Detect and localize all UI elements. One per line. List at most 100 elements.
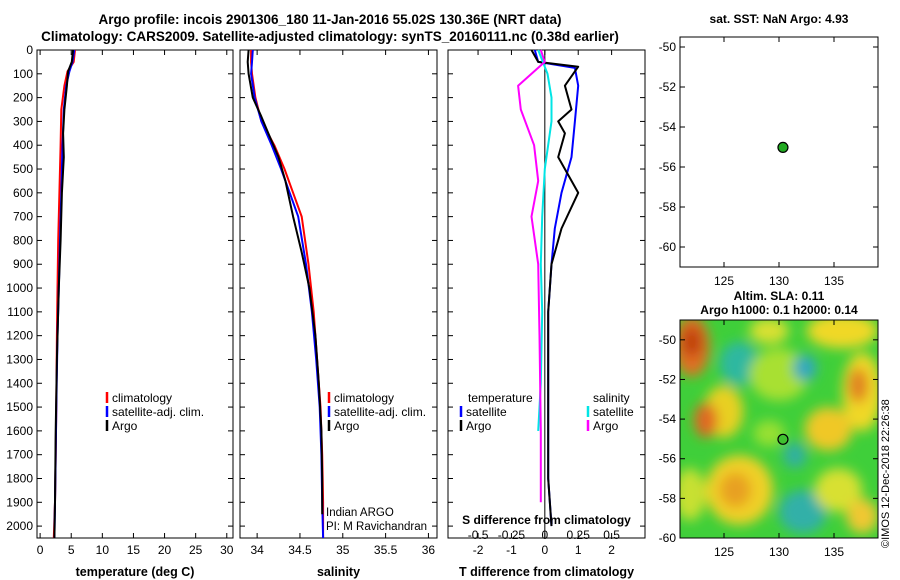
sla-map-blob-12 — [719, 472, 752, 508]
difference-legend-salinity-entry-1: Argo — [593, 419, 619, 433]
sst-map-frame — [679, 36, 879, 268]
temperature-legend-entry-1: satellite-adj. clim. — [112, 405, 204, 419]
difference-s-tick-label-4: 0.5 — [603, 528, 620, 542]
temperature-ytick-100-label: 100 — [13, 67, 33, 81]
title-line-2: Climatology: CARS2009. Satellite-adjuste… — [41, 29, 619, 44]
temperature-legend-entry-2: Argo — [112, 419, 138, 433]
temperature-ytick-1400-label: 1400 — [6, 376, 33, 390]
salinity-legend-entry-0: climatology — [334, 391, 394, 405]
temperature-ytick-800-label: 800 — [13, 233, 33, 247]
imos-credit: ©IMOS 12-Dec-2018 22:26:38 — [880, 399, 892, 548]
difference-xtick-0-label: 0 — [541, 543, 548, 557]
temperature-ytick-200-label: 200 — [13, 91, 33, 105]
sla-map-blob-7 — [806, 320, 878, 349]
temperature-series-2 — [53, 49, 75, 539]
sla-map-blobs — [680, 320, 878, 534]
temperature-xtick-0-label: 0 — [37, 543, 44, 557]
temperature-xtick-10-label: 10 — [96, 543, 110, 557]
sla-map-ytick--60-label: -60 — [659, 531, 677, 545]
difference-s-axis-label: S difference from climatology — [462, 513, 631, 527]
salinity-legend-entry-2: Argo — [334, 419, 360, 433]
temperature-xlabel: temperature (deg C) — [76, 565, 195, 579]
difference-xlabel: T difference from climatology — [459, 565, 634, 579]
temperature-ytick-900-label: 900 — [13, 257, 33, 271]
title-line-1: Argo profile: incois 2901306_180 11-Jan-… — [98, 12, 562, 27]
sla-map-blob-9 — [848, 367, 869, 403]
sla-map-blob-5 — [749, 348, 809, 401]
difference-legend-temperature-title: temperature — [468, 391, 533, 405]
sla-map-blob-6 — [792, 354, 817, 382]
sst-map-ytick--58-label: -58 — [659, 200, 677, 214]
temperature-ytick-700-label: 700 — [13, 210, 33, 224]
temperature-xtick-30-label: 30 — [220, 543, 234, 557]
difference-xtick-2-label: 2 — [608, 543, 615, 557]
temperature-ytick-1300-label: 1300 — [6, 352, 33, 366]
difference-legend-temperature-entry-1: Argo — [466, 419, 492, 433]
sla-map-blob-17 — [846, 498, 878, 534]
sla-map-blob-16 — [753, 420, 785, 447]
difference-legend-salinity-entry-0: satellite — [593, 405, 634, 419]
temperature-ytick-1700-label: 1700 — [6, 448, 33, 462]
sla-map-xtick-125-label: 125 — [714, 545, 734, 559]
salinity-legend-entry-1: satellite-adj. clim. — [334, 405, 426, 419]
sla-map-blob-4 — [693, 402, 718, 438]
sla-map-blob-18 — [680, 468, 706, 521]
sla-map-ytick--54-label: -54 — [659, 412, 677, 426]
sla-map-ytick--50-label: -50 — [659, 333, 677, 347]
sla-map-blob-19 — [749, 320, 789, 344]
difference-series-3 — [517, 49, 546, 503]
temperature-ytick-1200-label: 1200 — [6, 329, 33, 343]
sla-map-ytick--52-label: -52 — [659, 372, 677, 386]
difference-xtick-1-label: 1 — [575, 543, 582, 557]
sst-map-xtick-130-label: 130 — [769, 274, 789, 288]
temperature-xtick-5-label: 5 — [68, 543, 75, 557]
temperature-ytick-2000-label: 2000 — [6, 519, 33, 533]
sla-map-ytick--56-label: -56 — [659, 452, 677, 466]
difference-s-tick-label-2: 0 — [541, 528, 548, 542]
salinity-annotation-line-2: PI: M Ravichandran — [326, 521, 427, 533]
salinity-xtick-35.5-label: 35.5 — [374, 543, 398, 557]
temperature-ytick-400-label: 400 — [13, 138, 33, 152]
salinity-series-2 — [246, 49, 324, 515]
sla-map-blob-13 — [782, 442, 807, 469]
temperature-ytick-1900-label: 1900 — [6, 495, 33, 509]
salinity-xtick-34-label: 34 — [250, 543, 264, 557]
temperature-ytick-1000-label: 1000 — [6, 281, 33, 295]
sst-map-ytick--52-label: -52 — [659, 80, 677, 94]
sla-map-float-marker — [777, 433, 789, 445]
sla-map-blob-15 — [814, 468, 863, 512]
sst-map-ytick--60-label: -60 — [659, 240, 677, 254]
sla-map-xtick-130-label: 130 — [769, 545, 789, 559]
temperature-ytick-1600-label: 1600 — [6, 424, 33, 438]
sla-map-subtitle: Argo h1000: 0.1 h2000: 0.14 — [700, 303, 858, 317]
salinity-xtick-36-label: 36 — [422, 543, 436, 557]
temperature-xtick-15-label: 15 — [127, 543, 141, 557]
sla-map-ytick--58-label: -58 — [659, 491, 677, 505]
sla-map-xtick-135-label: 135 — [824, 545, 844, 559]
temperature-plot-frame — [36, 49, 234, 539]
temperature-ytick-1800-label: 1800 — [6, 471, 33, 485]
temperature-ytick-1500-label: 1500 — [6, 400, 33, 414]
temperature-xtick-25-label: 25 — [189, 543, 203, 557]
difference-legend-temperature-entry-0: satellite — [466, 405, 507, 419]
temperature-xtick-20-label: 20 — [158, 543, 172, 557]
temperature-ytick-1100-label: 1100 — [7, 305, 33, 319]
difference-legend-salinity-title: salinity — [593, 391, 630, 405]
sla-map-blob-10 — [804, 407, 853, 451]
sst-map-xtick-125-label: 125 — [714, 274, 734, 288]
sst-map-xtick-135-label: 135 — [824, 274, 844, 288]
salinity-xtick-34.5-label: 34.5 — [288, 543, 312, 557]
temperature-ytick-500-label: 500 — [13, 162, 33, 176]
difference-s-tick-label-3: 0.25 — [567, 528, 591, 542]
temperature-ytick-600-label: 600 — [13, 186, 33, 200]
difference-s-tick-label-1: -0.25 — [498, 528, 526, 542]
salinity-annotation-line-1: Indian ARGO — [326, 507, 394, 519]
difference-xtick--2-label: -2 — [473, 543, 484, 557]
sla-map-heatmap — [680, 320, 878, 538]
salinity-xtick-35-label: 35 — [336, 543, 350, 557]
sst-map-float-marker — [777, 141, 789, 153]
sst-map-ytick--56-label: -56 — [659, 160, 677, 174]
temperature-legend-entry-0: climatology — [112, 391, 172, 405]
